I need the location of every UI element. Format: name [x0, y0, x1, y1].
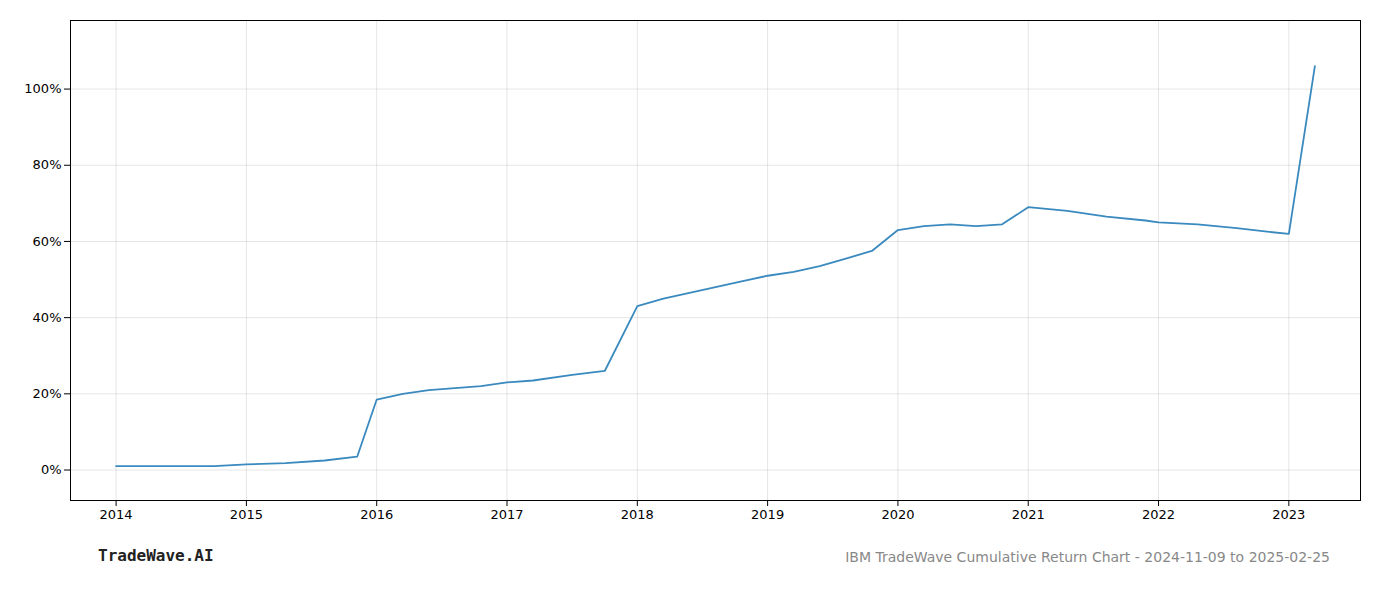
html-text:TradeWave.AI: TradeWave.AI [98, 546, 214, 565]
svg-text:80%: 80% [33, 157, 62, 172]
svg-text:2018: 2018 [621, 507, 654, 522]
svg-text:2021: 2021 [1012, 507, 1045, 522]
svg-text:2014: 2014 [100, 507, 133, 522]
svg-text:2020: 2020 [881, 507, 914, 522]
svg-text:100%: 100% [24, 81, 61, 96]
svg-text:2017: 2017 [490, 507, 523, 522]
svg-text:40%: 40% [33, 310, 62, 325]
svg-text:2016: 2016 [360, 507, 393, 522]
svg-text:0%: 0% [41, 462, 62, 477]
svg-text:2019: 2019 [751, 507, 784, 522]
html-text:IBM TradeWave Cumulative Retur: IBM TradeWave Cumulative Return Chart - … [845, 549, 1330, 565]
svg-text:2015: 2015 [230, 507, 263, 522]
svg-text:2023: 2023 [1272, 507, 1305, 522]
svg-text:60%: 60% [33, 234, 62, 249]
svg-text:2022: 2022 [1142, 507, 1175, 522]
svg-text:20%: 20% [33, 386, 62, 401]
